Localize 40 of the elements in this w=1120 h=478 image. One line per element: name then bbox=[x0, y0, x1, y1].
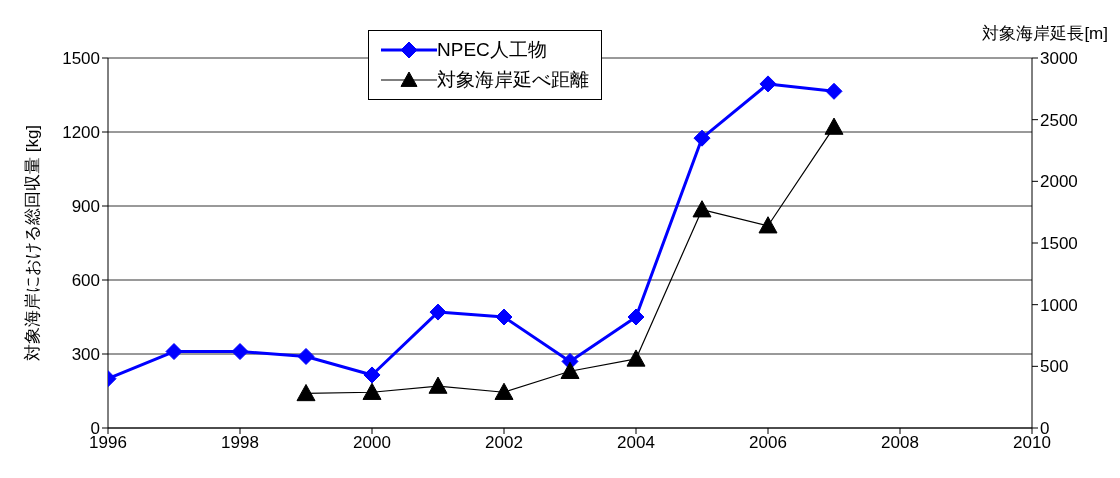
x-tick-label: 2002 bbox=[485, 433, 523, 453]
y-tick-label: 1200 bbox=[62, 123, 100, 143]
x-tick-label: 2008 bbox=[881, 433, 919, 453]
point bbox=[297, 347, 315, 365]
point bbox=[758, 216, 778, 234]
point bbox=[363, 366, 381, 384]
point bbox=[560, 361, 580, 379]
x-tick-label: 2000 bbox=[353, 433, 391, 453]
point bbox=[693, 129, 711, 147]
x-tick-label: 2004 bbox=[617, 433, 655, 453]
point bbox=[428, 376, 448, 394]
y-tick-label: 600 bbox=[71, 271, 100, 291]
point bbox=[429, 303, 447, 321]
point bbox=[495, 308, 513, 326]
y2-axis-title: 対象海岸延長[m] bbox=[982, 23, 1108, 45]
y-tick-label: 1500 bbox=[62, 49, 100, 69]
y2-tick-label: 2000 bbox=[1040, 172, 1078, 192]
y-axis-title: 対象海岸における総回収量 [kg] bbox=[23, 124, 43, 362]
point bbox=[362, 382, 382, 400]
point bbox=[296, 383, 316, 402]
y-tick-label: 900 bbox=[71, 197, 100, 217]
point bbox=[231, 343, 249, 361]
x-tick-label: 1998 bbox=[221, 433, 259, 453]
point bbox=[825, 82, 843, 100]
legend-label: 対象海岸延べ距離 bbox=[437, 68, 589, 92]
point bbox=[494, 382, 514, 400]
point bbox=[627, 308, 645, 326]
y2-tick-label: 2500 bbox=[1040, 110, 1078, 130]
point bbox=[626, 349, 646, 367]
legend-label: NPEC人工物 bbox=[437, 38, 547, 62]
y2-tick-label: 3000 bbox=[1040, 49, 1078, 69]
point bbox=[759, 75, 777, 93]
point bbox=[824, 117, 844, 135]
point bbox=[165, 343, 183, 361]
point bbox=[692, 200, 712, 218]
y2-tick-label: 1500 bbox=[1040, 234, 1078, 254]
x-tick-label: 2006 bbox=[749, 433, 787, 453]
y-tick-label: 300 bbox=[71, 345, 100, 365]
y2-tick-label: 500 bbox=[1040, 357, 1069, 377]
y2-tick-label: 1000 bbox=[1040, 295, 1078, 315]
